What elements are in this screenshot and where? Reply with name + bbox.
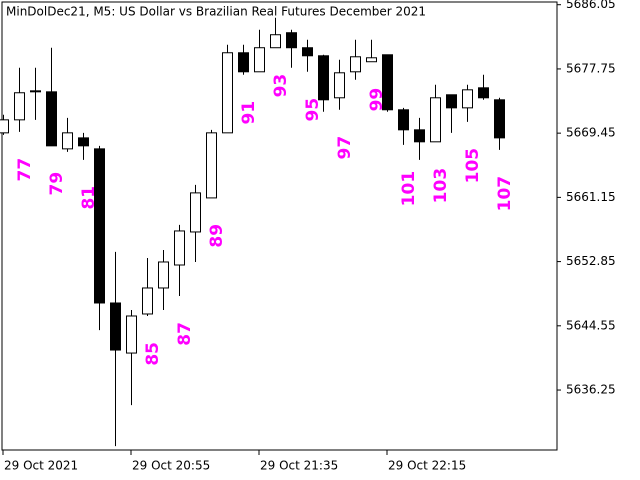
bar-number: 87 [175, 322, 195, 346]
y-tick-label: 5636.25 [566, 383, 616, 397]
y-tick-label: 5686.05 [566, 0, 616, 11]
x-tick-label: 29 Oct 21:35 [260, 459, 338, 473]
bar-number: 79 [47, 172, 67, 196]
chart-title: MinDolDec21, M5: US Dollar vs Brazilian … [6, 5, 426, 19]
candle-body [382, 54, 393, 111]
candle-body [46, 91, 57, 147]
x-tick-label: 29 Oct 2021 [4, 459, 78, 473]
candle-body [430, 97, 441, 143]
bar-number: 105 [463, 148, 483, 184]
candle-body [366, 57, 377, 63]
candle-body [398, 109, 409, 131]
candle-body [446, 94, 457, 109]
plot-frame [1, 1, 558, 451]
candle-body [126, 315, 137, 354]
candle-body [0, 119, 9, 134]
x-tick-label: 29 Oct 22:15 [388, 459, 466, 473]
y-tick-label: 5644.55 [566, 318, 616, 332]
candle-body [110, 302, 121, 351]
candle-body [190, 192, 201, 233]
candle-body [494, 99, 505, 139]
bar-number: 93 [271, 74, 291, 98]
candle-body [414, 129, 425, 143]
bar-number: 81 [79, 186, 99, 210]
candle-body [94, 148, 105, 304]
bar-number: 99 [367, 88, 387, 112]
y-tick-label: 5652.85 [566, 254, 616, 268]
bar-number: 89 [207, 224, 227, 248]
bar-number: 91 [239, 101, 259, 125]
y-tick-label: 5669.45 [566, 126, 616, 140]
bar-number: 107 [495, 176, 515, 212]
x-tick-label: 29 Oct 20:55 [132, 459, 210, 473]
bar-number: 97 [335, 136, 355, 160]
candle-body [350, 56, 361, 73]
bar-number: 103 [431, 168, 451, 204]
candle-body [78, 137, 89, 147]
candle-body [30, 90, 41, 93]
candle-body [478, 87, 489, 99]
candle-body [222, 52, 233, 134]
bar-number: 101 [399, 171, 419, 207]
bar-number: 77 [15, 158, 35, 182]
candle-body [238, 52, 249, 73]
candle-body [142, 287, 153, 315]
candle-body [206, 132, 217, 199]
candle-body [286, 32, 297, 49]
y-tick-label: 5661.15 [566, 190, 616, 204]
candle-body [14, 92, 25, 121]
candle-body [302, 47, 313, 57]
y-tick-label: 5677.75 [566, 61, 616, 75]
candle-body [174, 230, 185, 266]
candle-body [254, 47, 265, 73]
candle-body [318, 55, 329, 101]
candle-body [462, 89, 473, 109]
candle-body [62, 132, 73, 150]
candle-body [158, 261, 169, 289]
candle-body [270, 34, 281, 49]
candle-body [334, 72, 345, 99]
bar-number: 95 [303, 98, 323, 122]
bar-number: 85 [143, 342, 163, 366]
